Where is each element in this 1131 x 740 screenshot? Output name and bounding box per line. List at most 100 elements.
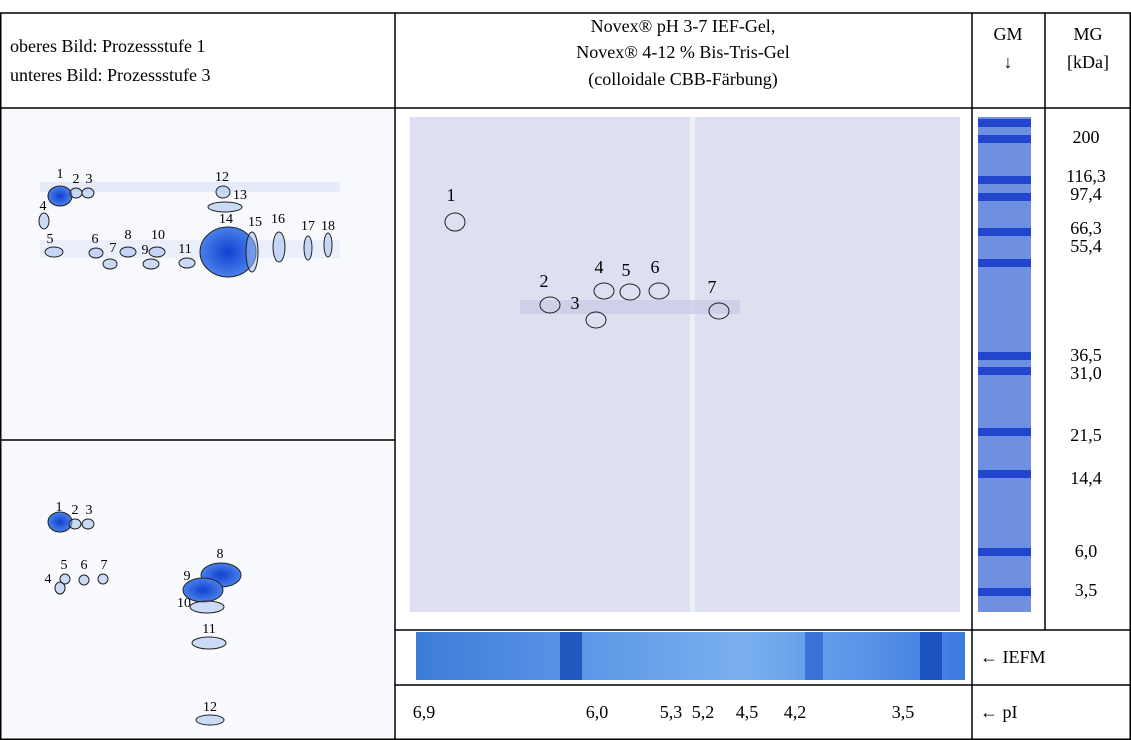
spot-label: 2: [73, 172, 80, 187]
spot: [303, 235, 313, 261]
spot-label: 6: [92, 232, 99, 247]
spot: [81, 518, 95, 530]
spot-label: 4: [45, 572, 52, 587]
spot-label: 1: [56, 500, 63, 515]
header-gm: ↓: [1004, 52, 1013, 72]
spot: [444, 212, 466, 232]
iefm-edge: [408, 632, 416, 680]
spot-label: 15: [248, 215, 262, 230]
ladder-band: [978, 367, 1031, 375]
smear: [40, 182, 340, 192]
spot: [189, 600, 225, 614]
spot: [323, 232, 333, 258]
ladder-band: [978, 228, 1031, 236]
spot-label: 18: [321, 219, 335, 234]
spot: [38, 212, 50, 230]
gel-streak: [690, 117, 695, 612]
spot: [593, 282, 615, 300]
header-center: Novex® 4-12 % Bis-Tris-Gel: [576, 42, 790, 62]
spot-label: 4: [595, 257, 604, 277]
upper-image: [1, 109, 394, 439]
spot-label: 7: [101, 558, 108, 573]
spot: [539, 296, 561, 314]
spot-label: 2: [540, 271, 549, 291]
marker-weight: 21,5: [1070, 425, 1102, 445]
spot-label: 10: [151, 228, 165, 243]
spot: [178, 257, 196, 269]
spot-label: 1: [447, 185, 456, 205]
spot-label: 11: [202, 622, 215, 637]
header-mg: [kDa]: [1067, 52, 1109, 72]
iefm-strip: [408, 632, 965, 680]
spot-label: 14: [219, 212, 233, 227]
marker-weight: 200: [1073, 127, 1100, 147]
spot-label: 17: [301, 219, 315, 234]
spot: [97, 573, 109, 585]
ladder-band: [978, 470, 1031, 478]
ladder-band: [978, 428, 1031, 436]
spot: [191, 636, 227, 650]
spot: [648, 282, 670, 300]
pi-value: 4,2: [784, 702, 807, 722]
iefm-band: [920, 632, 942, 680]
ladder-band: [978, 259, 1031, 267]
ladder-band: [978, 193, 1031, 201]
spot-label: 7: [708, 277, 717, 297]
marker-weight: 66,3: [1070, 218, 1102, 238]
spot: [102, 258, 118, 270]
spot: [245, 231, 259, 273]
pi-value: 6,0: [586, 702, 609, 722]
spot-label: 3: [86, 503, 93, 518]
iefm-band: [560, 632, 582, 680]
spot: [54, 581, 66, 595]
spot-label: 9: [142, 243, 149, 258]
marker-weight: 31,0: [1070, 363, 1102, 383]
marker-weight: 97,4: [1070, 184, 1102, 204]
header-left: unteres Bild: Prozessstufe 3: [10, 65, 210, 85]
spot-label: 3: [86, 172, 93, 187]
ladder-band: [978, 588, 1031, 596]
spot-label: 1: [57, 167, 64, 182]
spot-label: 8: [217, 547, 224, 562]
smear: [40, 240, 340, 258]
iefm-band: [805, 632, 823, 680]
gel-image: [410, 117, 960, 612]
marker-weight: 36,5: [1070, 345, 1102, 365]
header-gm: GM: [993, 24, 1022, 44]
spot-label: 16: [271, 212, 285, 227]
spot: [619, 283, 641, 301]
ladder-band: [978, 176, 1031, 184]
spot-label: 2: [72, 503, 79, 518]
spot: [272, 231, 286, 263]
marker-weight: 6,0: [1075, 541, 1098, 561]
pi-label: ← pI: [980, 702, 1018, 722]
ladder: [978, 119, 1031, 596]
ladder-lane: [978, 117, 1031, 612]
header-center: Novex® pH 3-7 IEF-Gel,: [591, 16, 776, 36]
spot-label: 9: [184, 569, 191, 584]
spot: [88, 247, 104, 259]
spot: [119, 246, 137, 258]
header-mg: MG: [1073, 24, 1102, 44]
table-rules: [0, 12, 1131, 740]
spot: [207, 201, 243, 213]
spot-label: 13: [233, 188, 247, 203]
pi-value: 5,2: [692, 702, 715, 722]
pi-value: 4,5: [736, 702, 759, 722]
pi-value: 6,9: [413, 702, 436, 722]
spot-label: 3: [571, 293, 580, 313]
spot: [78, 574, 90, 586]
spot: [69, 187, 83, 199]
ladder-band: [978, 548, 1031, 556]
gel-smear: [520, 300, 740, 314]
spot: [195, 714, 225, 726]
spot-label: 8: [125, 228, 132, 243]
spot-label: 12: [203, 700, 217, 715]
pi-value: 5,3: [660, 702, 683, 722]
ladder-band: [978, 135, 1031, 143]
spot: [215, 185, 231, 199]
spot: [142, 258, 160, 270]
spot: [47, 185, 73, 207]
